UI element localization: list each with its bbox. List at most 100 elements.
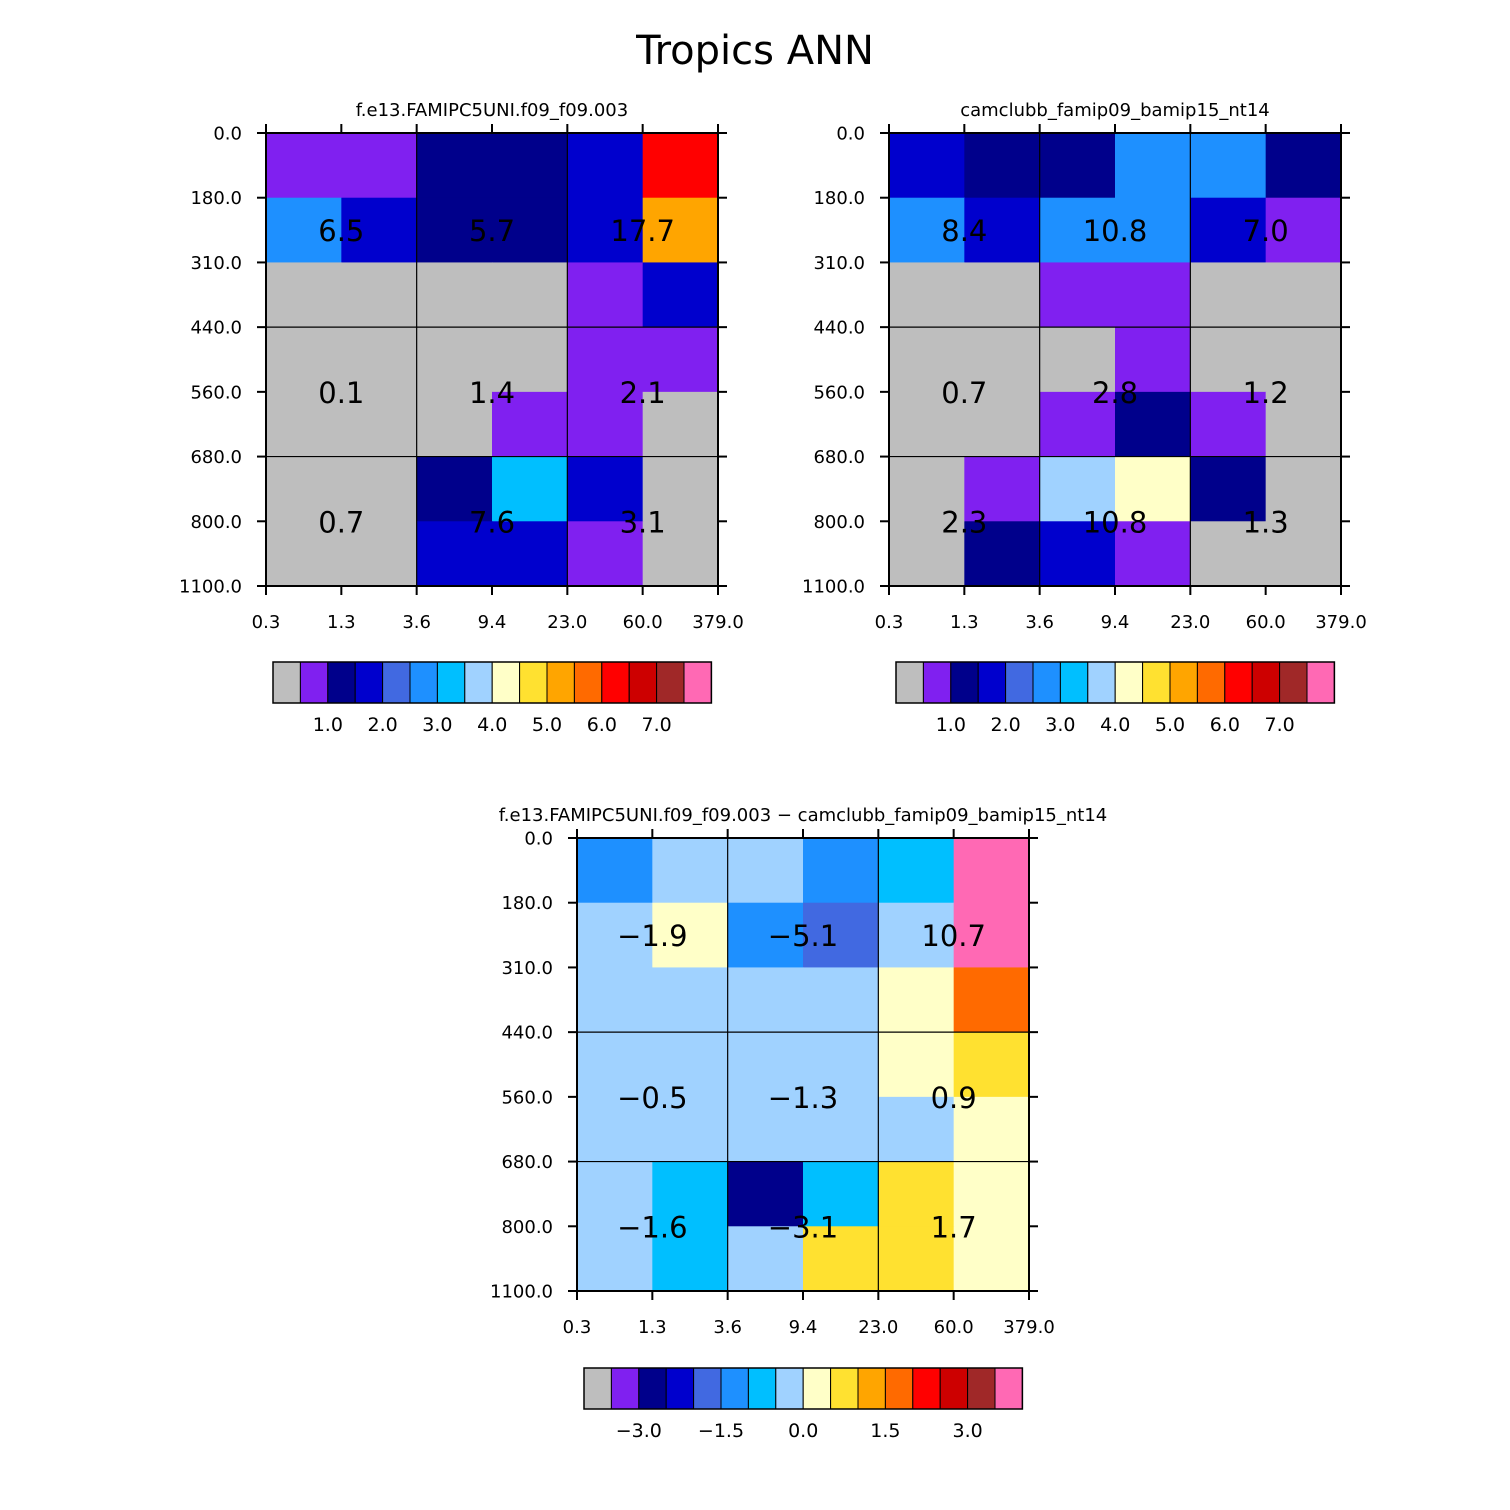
block-total-label: 7.0 xyxy=(1243,214,1289,248)
heatmap-cell xyxy=(1115,327,1191,393)
colorbar-swatch xyxy=(994,1367,1023,1410)
heatmap-cell xyxy=(577,902,653,969)
colorbar-swatch xyxy=(683,661,712,704)
heatmap-cell xyxy=(652,1096,729,1163)
heatmap-cell xyxy=(727,902,804,969)
colorbar-swatch xyxy=(354,661,384,704)
heatmap-cell xyxy=(642,133,719,199)
colorbar-label: 7.0 xyxy=(641,714,671,736)
x-tick-label: 379.0 xyxy=(1315,612,1367,633)
block-total-label: 1.4 xyxy=(469,376,515,410)
block-total-label: 5.7 xyxy=(469,214,515,248)
heatmap-cell xyxy=(266,327,342,393)
colorbar-label: 2.0 xyxy=(367,714,397,736)
block-total-label: 3.1 xyxy=(620,505,666,539)
heatmap-cell xyxy=(727,1161,804,1227)
heatmap-cell xyxy=(567,391,644,458)
colorbar-swatch xyxy=(775,1367,804,1410)
heatmap-cell xyxy=(341,456,418,522)
colorbar-label: 5.0 xyxy=(532,714,562,736)
x-tick-label: 3.6 xyxy=(713,1317,742,1338)
colorbar-swatch xyxy=(665,1367,695,1410)
heatmap-cell xyxy=(964,521,1041,587)
heatmap-cell xyxy=(266,262,342,328)
colorbar-label: 1.0 xyxy=(313,714,343,736)
heatmap-cell xyxy=(416,521,493,587)
heatmap-cell xyxy=(1039,262,1116,328)
heatmap-cell xyxy=(953,902,1030,969)
heatmap-cell xyxy=(1265,391,1342,458)
x-tick-label: 0.3 xyxy=(563,1317,592,1338)
heatmap-cell xyxy=(953,1096,1030,1163)
heatmap-cell xyxy=(803,838,879,904)
heatmap-cell xyxy=(878,1161,955,1227)
heatmap-cell xyxy=(889,133,965,199)
heatmap-cell xyxy=(803,967,879,1033)
heatmap-cell xyxy=(889,521,965,587)
x-tick-label: 60.0 xyxy=(1246,612,1286,633)
x-tick-label: 60.0 xyxy=(934,1317,974,1338)
heatmap-cell xyxy=(266,197,342,264)
colorbar-swatch xyxy=(1087,661,1116,704)
heatmap-cell xyxy=(266,133,342,199)
colorbar-swatch xyxy=(491,661,521,704)
heatmap-cell xyxy=(577,838,653,904)
y-tick-label: 440.0 xyxy=(813,318,865,339)
heatmap-panel-control: 0.0 180.0 310.0 440.0 560.0 680.0 800.0 1100.0 0… xyxy=(179,100,744,736)
heatmap-cell xyxy=(953,1161,1030,1227)
block-total-label: −3.1 xyxy=(768,1210,838,1244)
heatmap-cell xyxy=(964,391,1041,458)
heatmap-cell xyxy=(727,1096,804,1163)
y-tick-label: 0.0 xyxy=(836,124,865,145)
colorbar-label: 1.5 xyxy=(870,1420,900,1442)
colorbar-swatch xyxy=(1279,661,1308,704)
block-total-label: 2.1 xyxy=(620,376,666,410)
heatmap-cell xyxy=(567,456,644,522)
colorbar-swatch xyxy=(583,1367,612,1410)
colorbar-frame xyxy=(272,661,713,704)
x-tick-label: 0.3 xyxy=(875,612,904,633)
colorbar-swatch xyxy=(802,1367,832,1410)
y-tick-label: 680.0 xyxy=(813,447,865,468)
colorbar-swatch xyxy=(656,661,685,704)
block-total-label: 1.7 xyxy=(931,1210,977,1244)
heatmap-cell xyxy=(803,1161,879,1227)
heatmap-cell xyxy=(642,521,719,587)
heatmap-cell xyxy=(964,327,1041,393)
heatmap-cell xyxy=(341,327,418,393)
y-tick-label: 560.0 xyxy=(190,382,242,403)
y-tick-label: 0.0 xyxy=(524,829,553,850)
y-tick-label: 800.0 xyxy=(813,512,865,533)
heatmap-cell xyxy=(1190,391,1267,458)
heatmap-panel-difference: 0.0 180.0 310.0 440.0 560.0 680.0 800.0 1100.0 0… xyxy=(490,805,1107,1442)
heatmap-cell xyxy=(652,1032,729,1098)
block-total-label: 7.6 xyxy=(469,505,515,539)
panel-title: f.e13.FAMIPC5UNI.f09_f09.003 xyxy=(356,100,628,121)
colorbar-swatch xyxy=(436,661,466,704)
x-tick-label: 23.0 xyxy=(858,1317,898,1338)
block-total-label: −0.5 xyxy=(617,1081,687,1115)
x-tick-label: 23.0 xyxy=(1170,612,1210,633)
heatmap-cell xyxy=(803,1226,879,1292)
y-tick-label: 310.0 xyxy=(190,253,242,274)
colorbar-swatch xyxy=(546,661,575,704)
heatmap-cell xyxy=(642,391,719,458)
colorbar-swatch xyxy=(299,661,329,704)
heatmap-cell xyxy=(341,262,418,328)
heatmap-cell xyxy=(1039,197,1116,264)
panel-title: f.e13.FAMIPC5UNI.f09_f09.003 − camclubb_… xyxy=(499,805,1107,826)
heatmap-cell xyxy=(416,197,493,264)
panel-title: camclubb_famip09_bamip15_nt14 xyxy=(960,100,1270,121)
colorbar-label: −1.5 xyxy=(698,1420,744,1442)
colorbar-swatch xyxy=(939,1367,969,1410)
heatmap-cell xyxy=(953,838,1030,904)
heatmap-cell xyxy=(1115,133,1191,199)
block-total-label: 10.7 xyxy=(921,919,986,953)
heatmap-cell xyxy=(652,1161,729,1227)
colorbar-swatch xyxy=(895,661,924,704)
heatmap-cell xyxy=(953,1032,1030,1098)
heatmap-cell xyxy=(1115,391,1191,458)
heatmap-cell xyxy=(1190,197,1267,264)
heatmap-cell xyxy=(727,838,804,904)
x-tick-label: 379.0 xyxy=(1003,1317,1055,1338)
